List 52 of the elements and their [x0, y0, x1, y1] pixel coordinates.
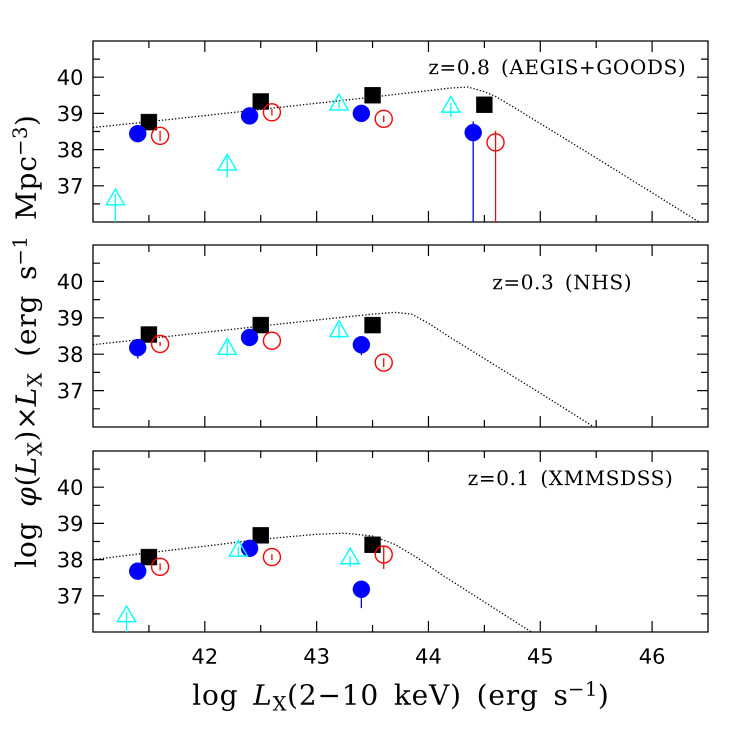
point — [374, 110, 393, 128]
text: log φ(L$_{X}$)×L$_{X}$ (erg s$^{−1}$ Mpc$^{−3}$) — [12, 117, 42, 567]
point — [374, 545, 393, 564]
y-tick-label: 39 — [58, 310, 82, 326]
x-tick-label: 46 — [640, 648, 664, 664]
point — [352, 336, 370, 354]
point — [364, 87, 381, 104]
point — [150, 558, 170, 576]
y-tick-label: 40 — [58, 69, 82, 86]
point — [129, 338, 146, 356]
point — [140, 326, 158, 343]
y-tick-label: 37 — [58, 382, 82, 399]
x-tick-label: 44 — [416, 648, 441, 664]
point — [464, 124, 482, 142]
point — [476, 96, 493, 113]
point — [240, 107, 258, 125]
y-tick-label: 39 — [58, 105, 82, 122]
y-tick-label: 38 — [58, 552, 82, 568]
point — [364, 536, 381, 553]
y-tick-label: 38 — [58, 346, 82, 362]
annotation: z=0.1 (XMMSDSS) — [468, 470, 672, 488]
point — [486, 133, 505, 152]
point — [129, 562, 146, 580]
y-tick-label: 40 — [58, 479, 82, 496]
point — [252, 527, 269, 544]
x-tick-label: 42 — [192, 648, 216, 664]
point — [262, 103, 282, 122]
point — [262, 332, 282, 350]
point — [140, 548, 158, 566]
point — [129, 124, 146, 142]
point — [352, 580, 370, 598]
point — [150, 334, 170, 354]
x-axis-title: log L$_{X}$(2−10 keV) (erg s$^{−1}$) — [192, 681, 607, 711]
y-tick-label: 40 — [58, 273, 82, 290]
y-tick-label: 38 — [58, 142, 82, 158]
y-tick-label: 39 — [58, 515, 82, 532]
y-tick-label: 37 — [58, 588, 82, 604]
x-tick-label: 45 — [528, 648, 552, 664]
point — [252, 93, 269, 110]
point — [364, 316, 381, 334]
annotation: z=0.8 (AEGIS+GOODS) — [429, 58, 684, 78]
point — [252, 316, 269, 334]
point — [374, 353, 393, 372]
annotation: z=0.3 (NHS) — [493, 274, 630, 292]
point — [140, 114, 158, 130]
point — [150, 126, 170, 146]
point — [352, 104, 370, 122]
point — [262, 548, 282, 566]
y-tick-label: 37 — [58, 178, 82, 194]
point — [240, 328, 258, 346]
point — [240, 540, 258, 558]
x-tick-label: 43 — [304, 648, 328, 664]
